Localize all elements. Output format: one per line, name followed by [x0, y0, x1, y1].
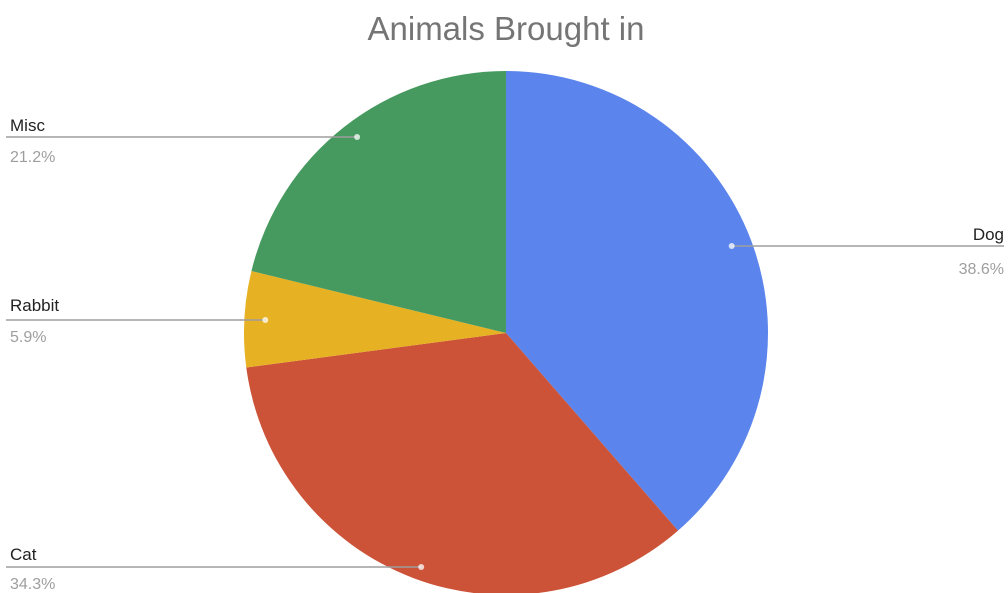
- slice-value-cat: 34.3%: [10, 576, 55, 593]
- leader-dot-rabbit: [262, 317, 269, 323]
- pie-slice-rabbit: [244, 271, 506, 368]
- pie-labels: Dog 38.6% Cat 34.3% Rabbit 5.9% Misc 21.2%: [6, 116, 1004, 593]
- slice-label-misc: Misc: [10, 116, 45, 135]
- slice-label-dog: Dog: [973, 225, 1004, 244]
- pie-slice-misc: [251, 71, 506, 333]
- pie-slices: [244, 71, 769, 593]
- chart-title: Animals Brought in: [368, 10, 645, 47]
- leader-dot-cat: [418, 564, 425, 570]
- slice-value-rabbit: 5.9%: [10, 329, 46, 346]
- leader-dot-misc: [354, 134, 361, 140]
- leader-dot-dog: [728, 243, 735, 249]
- slice-value-misc: 21.2%: [10, 149, 55, 166]
- slice-value-dog: 38.6%: [959, 261, 1004, 278]
- slice-label-rabbit: Rabbit: [10, 296, 59, 315]
- pie-slice-dog: [506, 71, 769, 531]
- pie-slice-cat: [246, 333, 679, 593]
- slice-label-cat: Cat: [10, 545, 37, 564]
